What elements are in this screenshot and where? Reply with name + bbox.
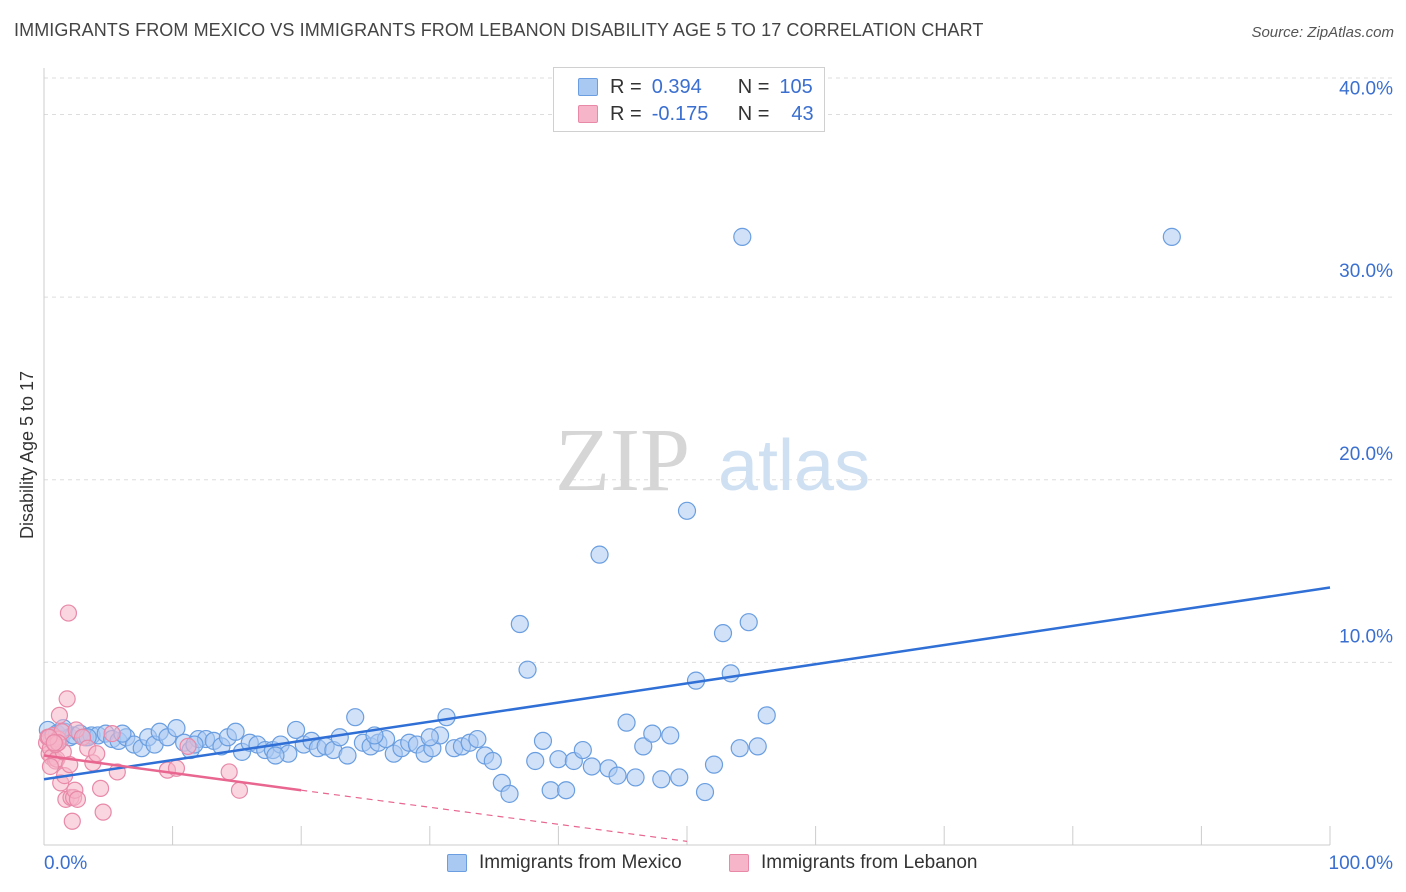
lebanon-point	[91, 779, 110, 797]
mexico-point	[617, 713, 636, 732]
mexico-point	[533, 731, 553, 751]
watermark-atlas: atlas	[718, 426, 870, 506]
mexico-point	[643, 724, 662, 743]
legend-label-mexico: Immigrants from Mexico	[479, 852, 682, 873]
legend-swatch-mexico	[447, 854, 467, 872]
mexico-trendline	[43, 586, 1331, 781]
mexico-point	[338, 746, 357, 765]
source-label: Source: ZipAtlas.com	[1251, 24, 1394, 41]
lebanon-point	[50, 706, 69, 724]
legend-r-label: R =	[610, 102, 642, 125]
mexico-point	[510, 614, 529, 634]
lebanon-point	[59, 604, 78, 622]
mexico-point	[652, 770, 671, 789]
watermark-zip: ZIP	[555, 411, 690, 510]
legend-item-lebanon: Immigrants from Lebanon	[729, 852, 978, 874]
legend-row-lebanon: R = -0.175 N = 43	[578, 102, 814, 126]
lebanon-point	[58, 690, 76, 708]
mexico-point	[626, 768, 645, 787]
mexico-point	[167, 719, 186, 738]
points-layer	[37, 227, 1181, 830]
lebanon-point	[94, 803, 112, 821]
legend-n-label: N =	[737, 75, 770, 98]
axes-layer: 10.0% 20.0% 30.0% 40.0% 0.0% 100.0%	[43, 68, 1394, 874]
mexico-point	[266, 746, 285, 765]
watermark: ZIP atlas	[555, 411, 870, 510]
legend-r-value: -0.175	[651, 102, 709, 125]
mexico-point	[518, 660, 537, 679]
mexico-point	[721, 664, 740, 683]
legend-swatch-mexico	[578, 78, 598, 96]
series-legend: Immigrants from Mexico Immigrants from L…	[0, 852, 1406, 878]
mexico-point	[500, 784, 519, 803]
mexico-point	[468, 729, 487, 749]
legend-swatch-lebanon	[578, 105, 598, 123]
mexico-point	[541, 781, 560, 800]
legend-n-value: 105	[779, 75, 813, 98]
lebanon-trendline-extension	[301, 789, 688, 842]
mexico-point	[634, 737, 653, 756]
lebanon-point	[220, 763, 238, 781]
lebanon-point	[68, 790, 87, 808]
chart-title: IMMIGRANTS FROM MEXICO VS IMMIGRANTS FRO…	[14, 20, 984, 40]
mexico-point	[286, 720, 306, 740]
legend-n-label: N =	[737, 102, 770, 125]
mexico-point	[590, 545, 609, 564]
mexico-point	[757, 706, 776, 725]
lebanon-point	[88, 745, 106, 763]
mexico-point	[713, 624, 733, 643]
lebanon-point	[63, 812, 81, 830]
legend-r-label: R =	[610, 75, 642, 98]
y-tick-label: 20.0%	[1339, 444, 1393, 465]
mexico-point	[526, 751, 545, 771]
mexico-point	[733, 227, 752, 246]
y-axis-label: Disability Age 5 to 17	[17, 371, 37, 539]
mexico-point	[748, 737, 767, 756]
mexico-point	[557, 781, 576, 800]
mexico-point	[1162, 227, 1181, 246]
y-tick-label: 10.0%	[1339, 626, 1393, 647]
mexico-point	[661, 726, 680, 745]
lebanon-point	[179, 737, 197, 755]
mexico-point	[483, 751, 502, 771]
lebanon-point	[45, 734, 63, 752]
mexico-point	[573, 740, 592, 760]
mexico-point	[420, 728, 439, 747]
mexico-point	[695, 782, 715, 802]
legend-n-value: 43	[791, 102, 814, 125]
mexico-point	[608, 766, 627, 785]
lebanon-point	[103, 725, 121, 743]
lebanon-trendline	[43, 754, 302, 792]
mexico-point	[582, 757, 601, 776]
correlation-legend: R = 0.394 N = 105 R = -0.175 N = 43	[553, 67, 825, 132]
legend-item-mexico: Immigrants from Mexico	[447, 852, 682, 874]
mexico-point	[677, 501, 697, 520]
mexico-point	[739, 613, 758, 632]
mexico-point	[670, 768, 689, 787]
trend-layer	[43, 586, 1331, 842]
legend-row-mexico: R = 0.394 N = 105	[578, 75, 813, 99]
legend-label-lebanon: Immigrants from Lebanon	[761, 852, 978, 873]
y-tick-label: 30.0%	[1339, 261, 1393, 282]
mexico-point	[730, 739, 749, 758]
mexico-point	[704, 755, 724, 774]
x-tick-label: 100.0%	[1329, 853, 1394, 874]
legend-r-value: 0.394	[651, 75, 702, 98]
grid-layer	[44, 77, 1392, 663]
y-tick-label: 40.0%	[1339, 79, 1393, 100]
lebanon-point	[230, 781, 249, 799]
legend-swatch-lebanon	[729, 854, 749, 872]
mexico-point	[549, 750, 568, 769]
mexico-point	[226, 722, 245, 741]
lebanon-point	[41, 757, 60, 776]
x-tick-label: 0.0%	[44, 853, 87, 874]
mexico-point	[346, 708, 365, 727]
